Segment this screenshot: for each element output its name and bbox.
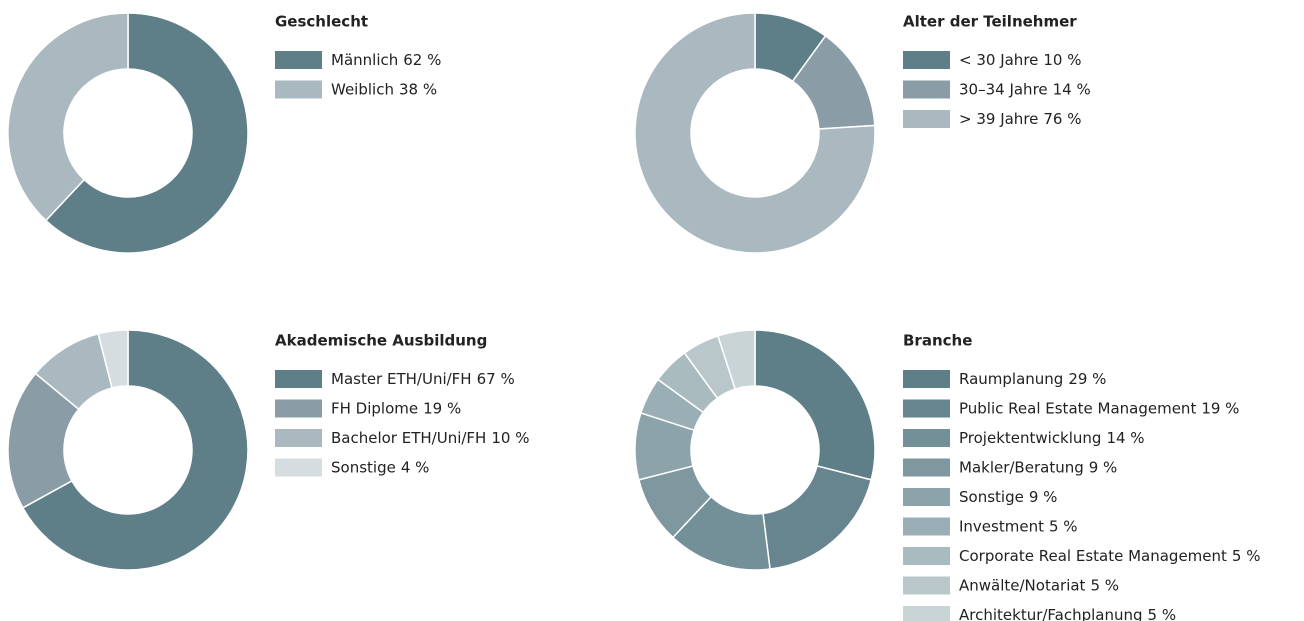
legend-value: 67 % [477,370,515,388]
legend-value: 5 % [1049,517,1078,535]
legend-name: Public Real Estate Management [959,399,1196,417]
legend-label: Investment 5 % [959,517,1078,535]
legend-value: 10 % [491,429,529,447]
legend-swatch [903,399,950,418]
legend-label: Projektentwicklung 14 % [959,429,1145,447]
legend-value: 62 % [403,51,441,69]
donut-slice [716,329,756,391]
legend-value: 10 % [1043,51,1081,69]
legend-name: Sonstige [331,458,396,476]
legend-name: Corporate Real Estate Management [959,547,1227,565]
legend-name: Investment [959,517,1044,535]
legend-label: Sonstige 4 % [331,458,429,476]
donut-slice [634,12,876,254]
chart-title: Akademische Ausbildung [275,332,487,350]
legend-swatch [275,429,322,447]
legend-name: 30–34 Jahre [959,80,1048,98]
donut-slice [44,12,249,254]
legend-label: < 30 Jahre 10 % [959,51,1082,69]
legend-name: Männlich [331,51,398,69]
legend-swatch [275,458,322,477]
legend-label: > 39 Jahre 76 % [959,110,1082,128]
legend-name: Weiblich [331,80,394,98]
legend-swatch [903,51,950,69]
legend-value: 5 % [1090,576,1119,594]
legend-label: Anwälte/Notariat 5 % [959,576,1119,594]
legend-name: Sonstige [959,488,1024,506]
legend-name: Architektur/Fachplanung [959,606,1143,621]
legend-value: 5 % [1148,606,1177,621]
legend-label: Raumplanung 29 % [959,370,1106,388]
legend-value: 5 % [1232,547,1261,565]
legend-label: Corporate Real Estate Management 5 % [959,547,1261,565]
legend-swatch [275,399,322,418]
legend-value: 14 % [1106,429,1144,447]
legend-swatch [903,547,950,565]
legend-swatch [903,429,950,447]
chart-title: Geschlecht [275,13,368,31]
legend-label: Weiblich 38 % [331,80,437,98]
legend-label: Master ETH/Uni/FH 67 % [331,370,515,388]
donut-slice [754,329,876,481]
legend-name: Anwälte/Notariat [959,576,1086,594]
legend-label: Public Real Estate Management 19 % [959,399,1239,417]
chart-title: Branche [903,332,972,350]
donut-slice [97,329,129,389]
legend-name: Projektentwicklung [959,429,1101,447]
legend-swatch [903,458,950,477]
donut-slice [762,465,873,570]
legend-swatch [903,576,950,595]
legend-value: 19 % [423,399,461,417]
legend-value: 14 % [1053,80,1091,98]
legend-swatch [903,517,950,536]
legend-label: Sonstige 9 % [959,488,1057,506]
chart-title: Alter der Teilnehmer [903,13,1077,31]
donut-slice [7,12,129,222]
legend-swatch [275,80,322,99]
legend-label: Bachelor ETH/Uni/FH 10 % [331,429,529,447]
legend-value: 38 % [399,80,437,98]
legend-value: 76 % [1043,110,1081,128]
legend-name: > 39 Jahre [959,110,1038,128]
legend-value: 9 % [1029,488,1058,506]
legend-label: Architektur/Fachplanung 5 % [959,606,1176,621]
legend-swatch [903,488,950,506]
legend-value: 9 % [1089,458,1118,476]
legend-swatch [275,370,322,388]
legend-label: Makler/Beratung 9 % [959,458,1117,476]
legend-name: Master ETH/Uni/FH [331,370,472,388]
legend-swatch [903,110,950,128]
legend-name: Raumplanung [959,370,1063,388]
legend-label: Männlich 62 % [331,51,441,69]
legend-swatch [903,606,950,621]
legend-label: 30–34 Jahre 14 % [959,80,1091,98]
legend-swatch [903,80,950,99]
legend-label: FH Diplome 19 % [331,399,461,417]
legend-value: 29 % [1068,370,1106,388]
legend-swatch [275,51,322,69]
legend-name: Bachelor ETH/Uni/FH [331,429,486,447]
legend-value: 4 % [401,458,430,476]
legend-name: Makler/Beratung [959,458,1084,476]
legend-value: 19 % [1201,399,1239,417]
donut-slice [21,329,249,571]
legend-name: < 30 Jahre [959,51,1038,69]
legend-name: FH Diplome [331,399,418,417]
legend-swatch [903,370,950,388]
